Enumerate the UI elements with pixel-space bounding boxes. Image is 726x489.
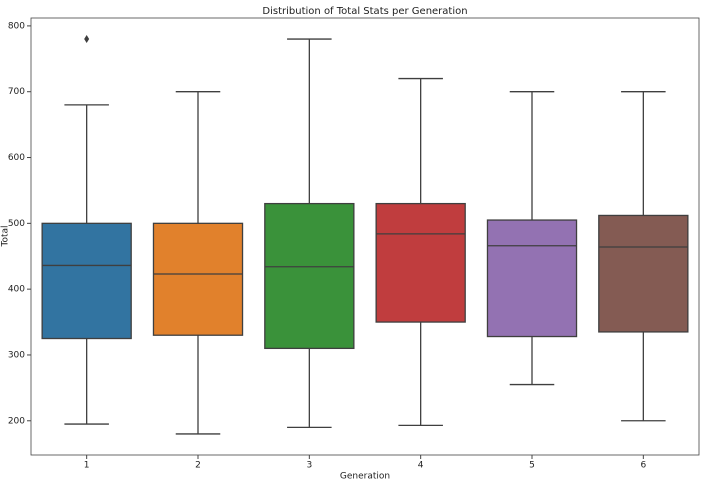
box [598, 214, 689, 333]
box [486, 219, 578, 338]
plot-frame [30, 17, 700, 456]
y-tick-label: 700 [8, 87, 25, 97]
box [264, 202, 355, 350]
x-axis-label: Generation [340, 472, 390, 482]
y-tick-label: 300 [8, 350, 25, 360]
outlier [84, 35, 90, 44]
x-tick-label: 5 [529, 461, 535, 471]
box [41, 222, 132, 340]
x-tick-label: 3 [306, 461, 312, 471]
y-tick-label: 400 [8, 285, 25, 295]
y-tick-label: 500 [8, 219, 25, 229]
chart-title: Distribution of Total Stats per Generati… [262, 6, 467, 17]
x-tick-label: 1 [84, 461, 90, 471]
x-tick-label: 6 [640, 461, 646, 471]
y-tick-label: 600 [8, 153, 25, 163]
y-tick-label: 200 [8, 416, 25, 426]
y-axis-label: Total [1, 225, 11, 247]
x-tick-label: 2 [195, 461, 201, 471]
x-tick-label: 4 [418, 461, 424, 471]
box [152, 222, 244, 336]
box [375, 202, 466, 323]
y-tick-label: 800 [8, 21, 25, 31]
